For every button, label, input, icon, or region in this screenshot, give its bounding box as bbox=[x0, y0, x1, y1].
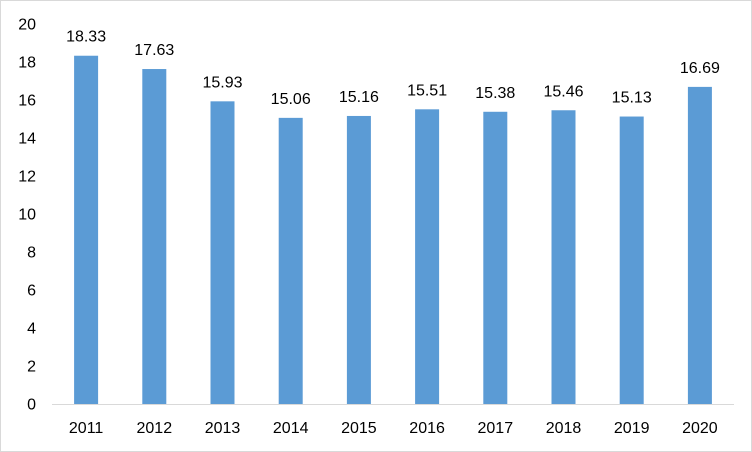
bar bbox=[210, 101, 235, 404]
x-tick-label: 2017 bbox=[478, 420, 514, 437]
x-tick-label: 2011 bbox=[69, 420, 104, 437]
y-tick-label: 12 bbox=[18, 169, 36, 186]
y-tick-label: 14 bbox=[18, 131, 36, 148]
data-label: 15.16 bbox=[339, 89, 379, 106]
bar bbox=[619, 116, 644, 404]
x-tick-label: 2012 bbox=[137, 420, 173, 437]
y-tick-label: 16 bbox=[18, 93, 36, 110]
x-tick-label: 2016 bbox=[409, 420, 445, 437]
bar bbox=[551, 110, 576, 404]
bar bbox=[687, 86, 712, 404]
data-label: 18.33 bbox=[66, 29, 106, 46]
bar bbox=[74, 55, 99, 404]
y-tick-label: 18 bbox=[18, 55, 36, 72]
bar bbox=[278, 117, 303, 405]
data-label: 15.46 bbox=[543, 83, 583, 100]
bar bbox=[415, 109, 440, 404]
y-tick-label: 10 bbox=[18, 207, 36, 224]
bar bbox=[346, 115, 371, 405]
x-tick-label: 2019 bbox=[614, 420, 650, 437]
data-label: 15.38 bbox=[475, 85, 515, 102]
x-tick-label: 2013 bbox=[205, 420, 241, 437]
data-label: 15.51 bbox=[407, 82, 447, 99]
bar bbox=[142, 69, 167, 404]
x-tick-label: 2018 bbox=[546, 420, 582, 437]
y-tick-label: 4 bbox=[27, 321, 36, 338]
data-label: 15.06 bbox=[271, 91, 311, 108]
data-label: 15.13 bbox=[612, 90, 652, 107]
data-label: 17.63 bbox=[134, 42, 174, 59]
data-label: 15.93 bbox=[202, 74, 242, 91]
y-tick-label: 8 bbox=[27, 245, 36, 262]
x-tick-label: 2020 bbox=[682, 420, 718, 437]
x-tick-label: 2014 bbox=[273, 420, 309, 437]
y-tick-label: 20 bbox=[18, 17, 36, 34]
y-tick-label: 0 bbox=[27, 397, 36, 414]
x-tick-label: 2015 bbox=[341, 420, 377, 437]
bar bbox=[483, 111, 508, 404]
y-tick-label: 2 bbox=[27, 359, 36, 376]
y-tick-label: 6 bbox=[27, 283, 36, 300]
data-label: 16.69 bbox=[680, 60, 720, 77]
